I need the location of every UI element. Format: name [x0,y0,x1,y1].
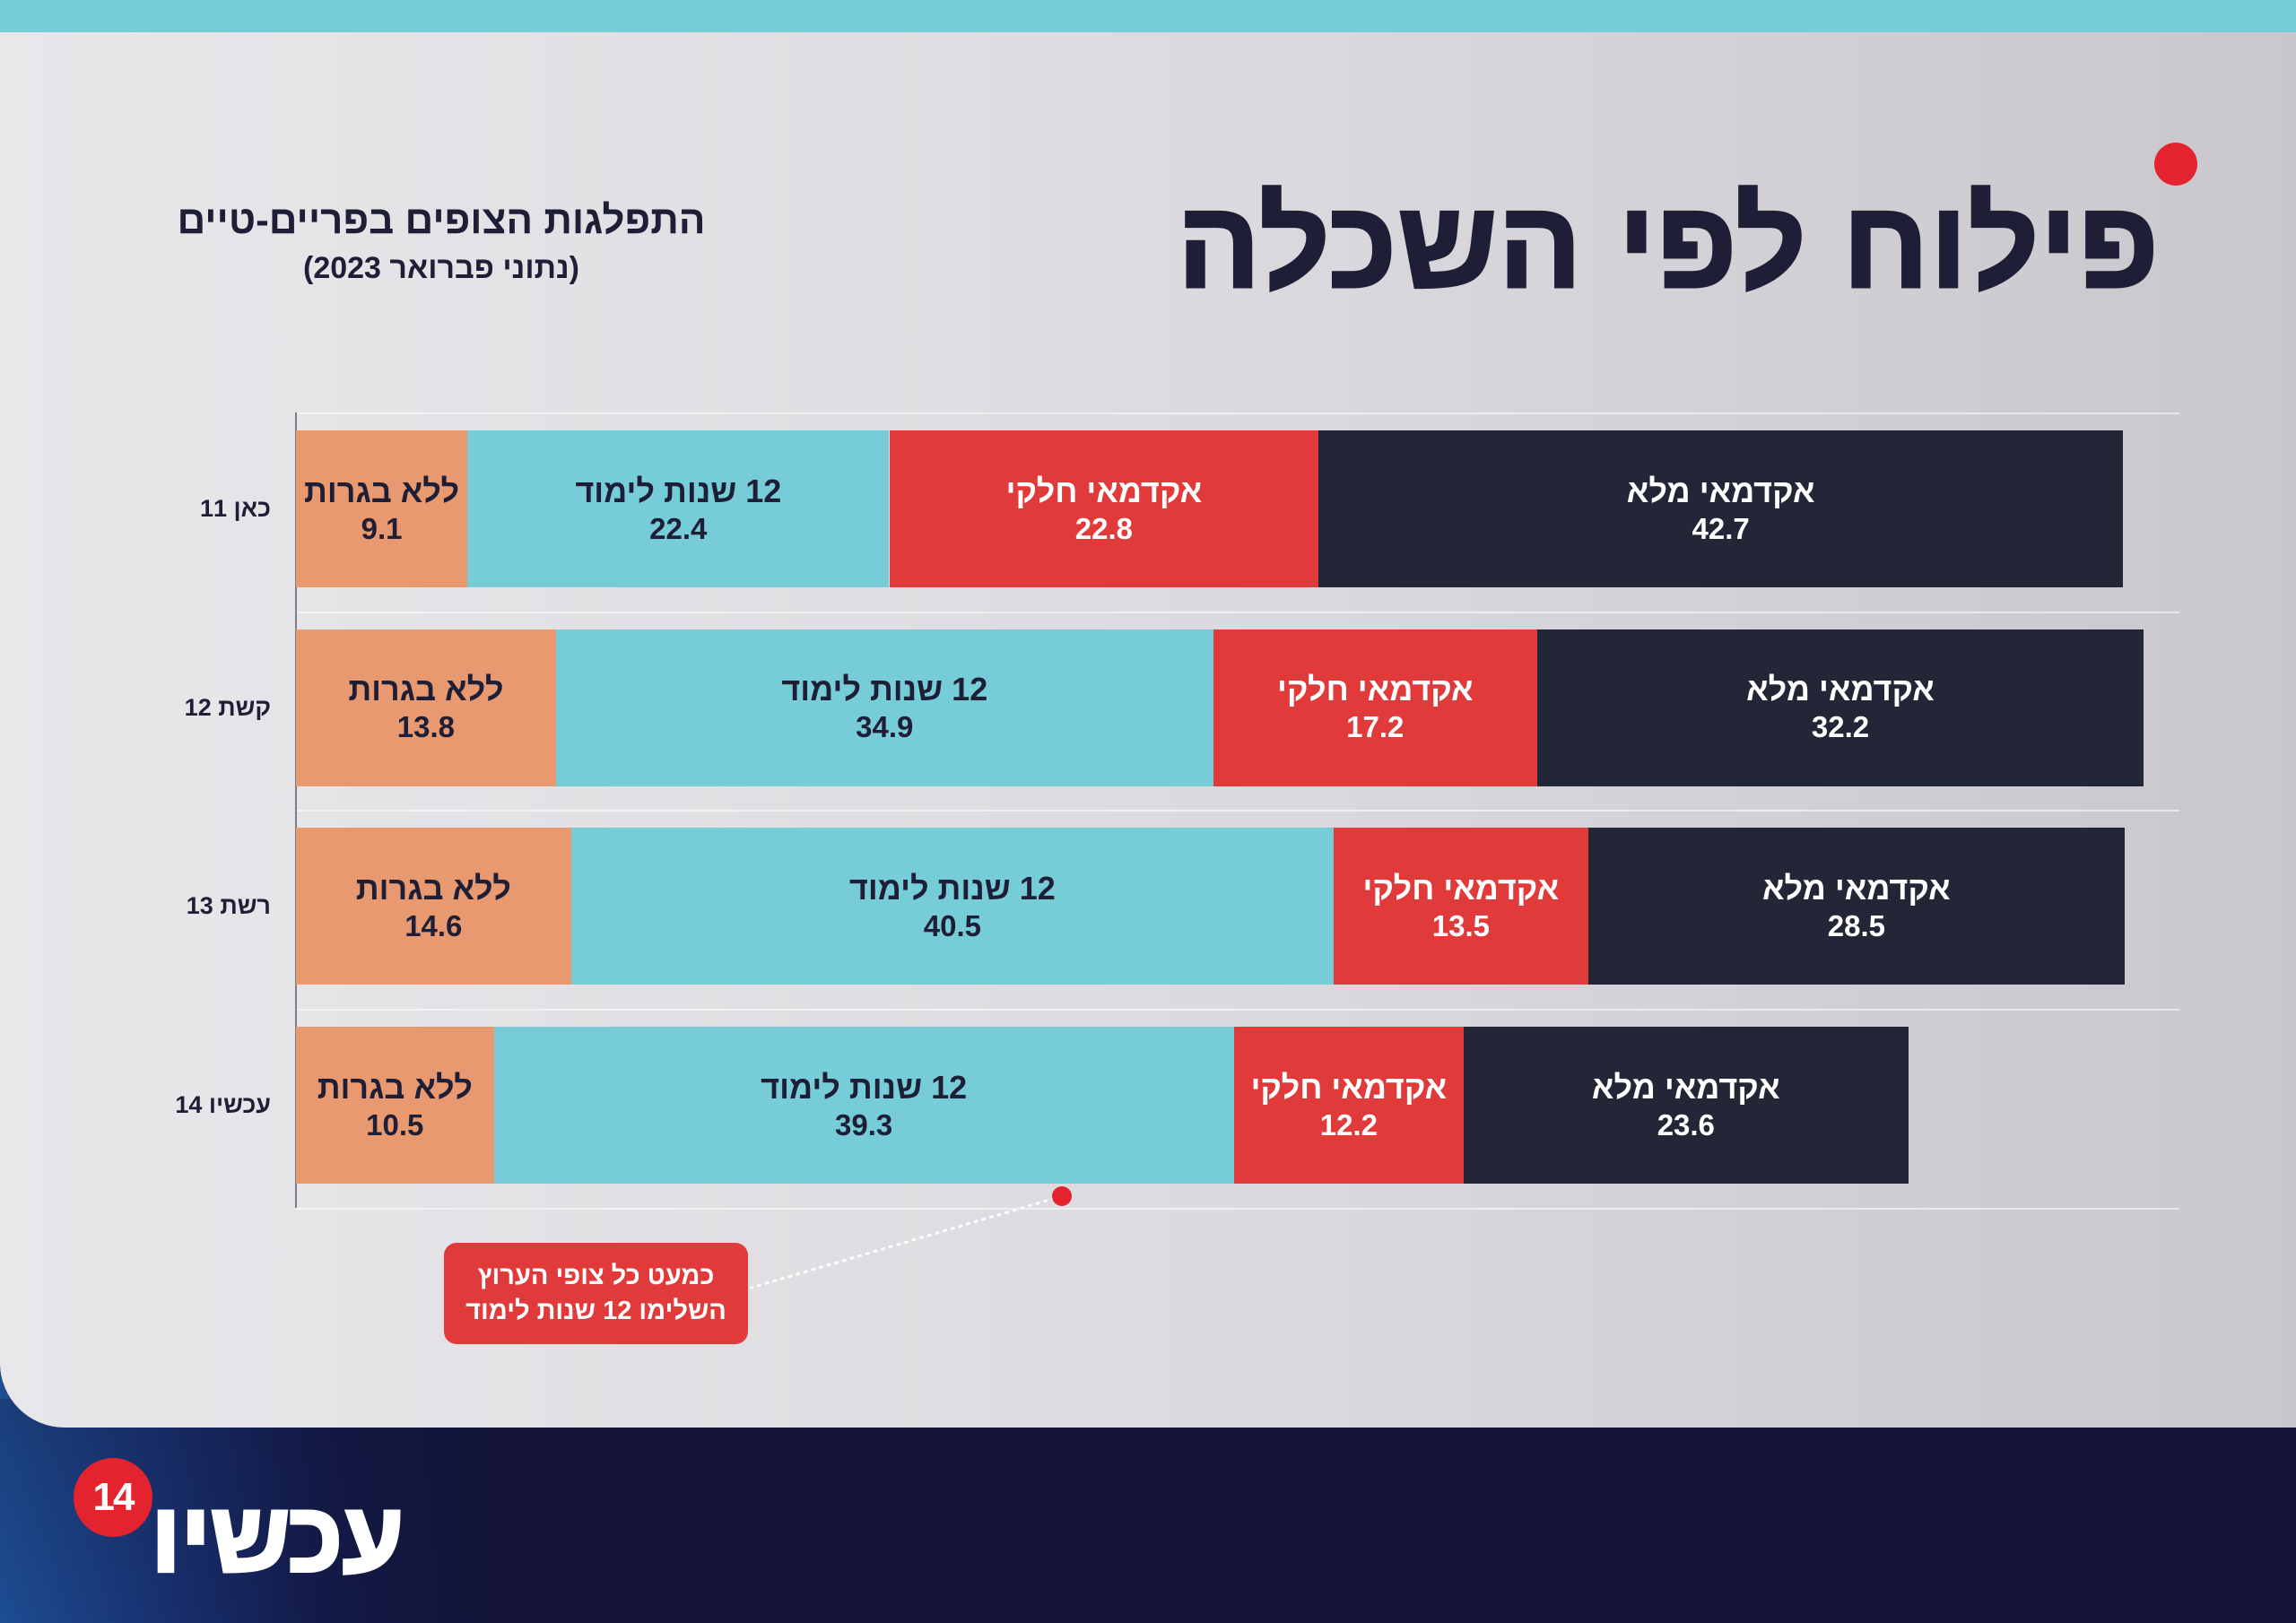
callout-line-1: כמעט כל צופי הערוץ [477,1261,715,1290]
bar-segment-no-matriculation: ללא בגרות 9.1 [296,430,468,587]
segment-label: אקדמאי חלקי [1250,1068,1448,1106]
bar-segment-no-matriculation: ללא בגרות 14.6 [296,828,571,985]
segment-label: אקדמאי חלקי [1005,472,1203,509]
bar-segment-twelve-years-study: 12 שנות לימוד 40.5 [570,828,1335,985]
segment-value: 13.8 [396,710,456,744]
segment-value: 32.2 [1811,710,1870,744]
segment-label: 12 שנות לימוד [761,1068,968,1106]
logo-number-badge: 14 [74,1458,152,1537]
gridline [296,412,2179,414]
gridline [296,1009,2179,1011]
title-dot [2154,143,2197,186]
annotation-callout: כמעט כל צופי הערוץ השלימו 12 שנות לימוד [444,1243,748,1344]
gridline [296,810,2179,812]
category-label: קשת 12 [184,693,271,721]
segment-label: אקדמאי חלקי [1362,869,1560,907]
category-label: רשת 13 [186,892,271,920]
segment-value: 40.5 [923,908,981,942]
bar-segment-partial-academic: אקדמאי חלקי 13.5 [1334,828,1588,985]
segment-value: 42.7 [1692,511,1750,545]
category-axis-line [295,412,297,1208]
bar-segment-full-academic: אקדמאי מלא 23.6 [1464,1027,1909,1185]
segment-value: 23.6 [1657,1107,1715,1141]
segment-value: 34.9 [856,710,914,744]
bar-segment-no-matriculation: ללא בגרות 13.8 [296,629,556,786]
callout-line-2: השלימו 12 שנות לימוד [465,1296,726,1325]
page-title: פילוח לפי השכלה [1176,176,2161,314]
segment-label: ללא בגרות [348,671,504,708]
segment-label: ללא בגרות [317,1068,473,1106]
chart-subtitle: התפלגות הצופים בפריים-טיים [177,198,706,242]
segment-value: 22.8 [1074,511,1134,545]
segment-label: 12 שנות לימוד [781,671,988,708]
bar-segment-no-matriculation: ללא בגרות 10.5 [296,1027,494,1185]
segment-value: 17.2 [1346,710,1405,744]
bar-segment-partial-academic: אקדמאי חלקי 22.8 [889,430,1319,587]
bar-segment-twelve-years-study: 12 שנות לימוד 39.3 [493,1027,1234,1185]
bar-segment-partial-academic: אקדמאי חלקי 12.2 [1233,1027,1464,1185]
gridline [296,1207,2179,1210]
bar-segment-full-academic: אקדמאי מלא 32.2 [1536,629,2144,786]
segment-label: ללא בגרות [304,472,460,509]
segment-label: 12 שנות לימוד [848,869,1056,907]
top-accent-bar [0,0,2296,32]
gridline [296,611,2179,613]
segment-label: אקדמאי מלא [1761,869,1951,907]
segment-label: 12 שנות לימוד [575,472,782,509]
segment-value: 12.2 [1319,1107,1378,1141]
segment-value: 22.4 [649,511,708,545]
bar-segment-full-academic: אקדמאי מלא 42.7 [1318,430,2123,587]
chart-date-note: (נתוני פברואר 2023) [303,251,579,285]
segment-value: 13.5 [1431,908,1490,942]
segment-value: 39.3 [835,1107,893,1141]
segment-label: אקדמאי מלא [1746,671,1935,708]
segment-label: אקדמאי מלא [1626,472,1815,509]
bar-segment-full-academic: אקדמאי מלא 28.5 [1587,828,2126,985]
category-label: עכשיו 14 [175,1091,271,1119]
segment-value: 14.6 [404,908,463,942]
segment-label: אקדמאי מלא [1591,1068,1780,1106]
bar-segment-twelve-years-study: 12 שנות לימוד 22.4 [467,430,890,587]
category-label: כאן 11 [199,495,271,522]
segment-value: 9.1 [361,511,403,545]
footer-shade [0,1399,2296,1623]
segment-value: 28.5 [1827,908,1885,942]
segment-label: ללא בגרות [355,869,511,907]
bar-segment-partial-academic: אקדמאי חלקי 17.2 [1213,629,1537,786]
segment-value: 10.5 [366,1107,424,1141]
segment-label: אקדמאי חלקי [1276,671,1474,708]
logo-wordmark: עכשיו [149,1482,405,1593]
bar-segment-twelve-years-study: 12 שנות לימוד 34.9 [555,629,1213,786]
